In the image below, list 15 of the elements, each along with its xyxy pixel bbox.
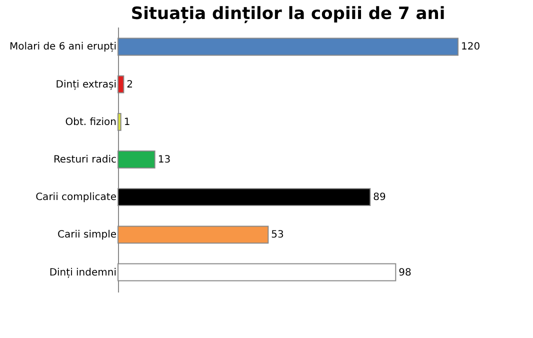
chart-title: Situația dinților la copiii de 7 ani <box>130 4 446 24</box>
data-label: 89 <box>373 192 386 204</box>
data-label: 98 <box>398 267 412 278</box>
y-tick-label: Dinți indemni <box>49 267 116 278</box>
data-label: 1 <box>124 116 130 128</box>
y-tick-label: Dinți extrași <box>56 79 116 90</box>
data-label: 2 <box>126 79 134 90</box>
y-tick-label: Carii simple <box>58 230 116 241</box>
y-tick-label: Molari de 6 ani erupți <box>9 42 116 53</box>
data-label: 13 <box>158 154 171 166</box>
data-label: 120 <box>461 42 480 53</box>
data-label: 53 <box>271 230 284 241</box>
y-tick-label: Carii complicate <box>36 192 116 204</box>
y-tick-label: Obt. fizion <box>65 116 116 128</box>
y-tick-label: Resturi radic <box>53 154 116 166</box>
